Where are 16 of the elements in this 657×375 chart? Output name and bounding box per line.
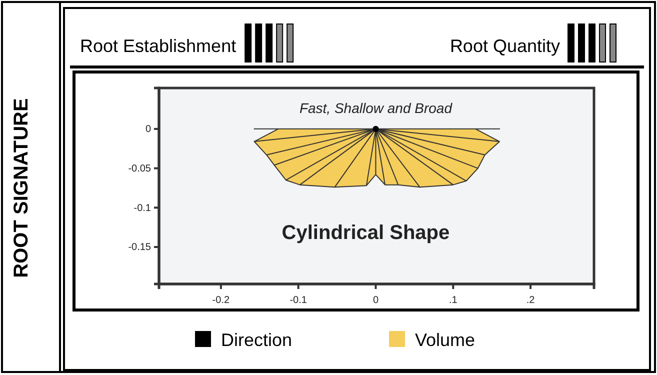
x-tick-label: 0 — [372, 295, 379, 306]
text: Root Quantity — [450, 36, 560, 56]
y-tick-label: -0.15 — [128, 242, 152, 254]
text: Root Establishment — [80, 36, 236, 56]
legend-label: Direction — [221, 330, 292, 350]
text: ROOT SIGNATURE — [10, 98, 32, 278]
x-tick-label: -0.1 — [290, 295, 308, 306]
y-tick-label: -0.05 — [128, 163, 152, 174]
annotation: Cylindrical Shape — [282, 222, 450, 244]
y-tick-label: 0 — [145, 124, 152, 136]
x-tick-label: .2 — [526, 295, 536, 306]
x-tick-label: -0.2 — [212, 295, 230, 306]
annotation: Fast, Shallow and Broad — [299, 100, 454, 116]
x-tick-label: .1 — [448, 295, 458, 306]
y-tick-label: -0.1 — [134, 202, 152, 214]
legend-label: Volume — [415, 330, 476, 350]
